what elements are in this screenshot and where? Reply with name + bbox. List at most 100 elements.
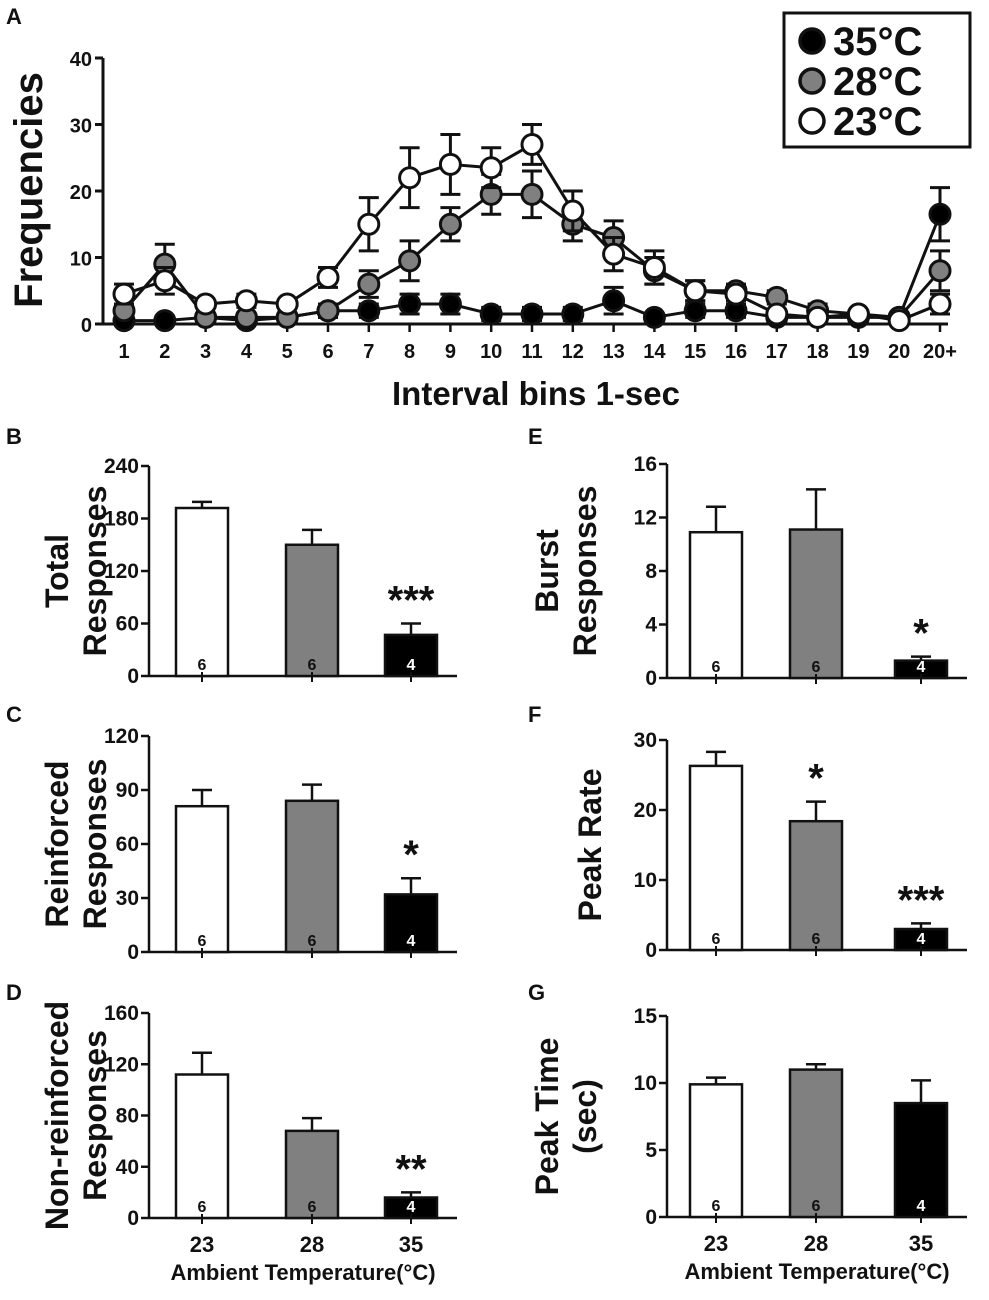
y-tick-label: 5 (645, 1139, 657, 1162)
bar-28 (788, 528, 844, 680)
y-tick-label: 40 (116, 1156, 139, 1179)
x-tick-label-a: 9 (445, 341, 456, 363)
data-point-23 (806, 305, 830, 329)
panel-label-d: D (6, 980, 22, 1005)
data-point-23 (520, 132, 544, 156)
data-point-23 (112, 282, 136, 306)
bar-28 (284, 1129, 340, 1220)
data-point-28 (357, 272, 381, 296)
n-label: 6 (812, 659, 821, 676)
y-tick-label: 0 (127, 665, 139, 688)
legend-label-28: 28°C (833, 60, 922, 104)
n-label: 6 (812, 1198, 821, 1215)
data-point-35 (153, 309, 177, 333)
data-point-23 (683, 279, 707, 303)
n-label: 6 (308, 657, 317, 674)
y-tick-label: 240 (104, 455, 139, 478)
y-tick-label: 160 (104, 1002, 139, 1025)
panel-label-b: B (6, 424, 22, 449)
y-tick-label: 8 (645, 560, 657, 583)
y-axis-label-line: Peak Rate (572, 769, 608, 922)
y-tick-label: 180 (104, 508, 139, 531)
y-tick-label: 10 (634, 869, 657, 892)
data-point-35 (479, 302, 503, 326)
significance-marker: * (913, 612, 929, 656)
data-point-35 (398, 292, 422, 316)
x-tick-label-a: 2 (159, 341, 170, 363)
data-point-23 (765, 302, 789, 326)
y-tick-label: 16 (634, 453, 657, 476)
x-tick-label: 35 (399, 1232, 423, 1257)
data-point-28 (316, 299, 340, 323)
bar-23 (174, 804, 230, 954)
y-tick-label-a: 0 (81, 315, 92, 337)
x-tick-label: 23 (190, 1232, 214, 1257)
data-point-23 (357, 212, 381, 236)
n-label: 6 (198, 1199, 207, 1216)
data-point-23 (479, 156, 503, 180)
series-23 (112, 123, 952, 333)
x-tick-label-a: 4 (241, 341, 253, 363)
panel-b: B 0 60 120 180 240 Total Responses 6 6 4 *** (6, 424, 457, 688)
y-tick-label: 60 (116, 833, 139, 856)
data-point-35 (928, 202, 952, 226)
legend-marker-23 (798, 107, 826, 135)
y-axis-label-line: Peak Time (529, 1038, 565, 1196)
y-tick-label: 30 (634, 729, 657, 752)
data-point-23 (561, 199, 585, 223)
x-tick-label-a: 10 (480, 341, 502, 363)
n-label: 4 (407, 1199, 416, 1216)
data-point-28 (438, 212, 462, 236)
y-tick-label: 90 (116, 779, 139, 802)
x-tick-label-a: 3 (200, 341, 211, 363)
legend: 35°C28°C23°C (782, 11, 972, 149)
data-point-23 (194, 292, 218, 316)
y-tick-label: 60 (116, 613, 139, 636)
n-label: 6 (812, 931, 821, 948)
n-label: 4 (917, 659, 926, 676)
y-tick-label-a: 20 (70, 182, 92, 204)
data-point-23 (724, 282, 748, 306)
y-tick-label: 80 (116, 1105, 139, 1128)
y-axis-label-line: (sec) (567, 1079, 603, 1154)
bar-23 (174, 506, 230, 678)
bar-28 (284, 799, 340, 954)
data-point-23 (234, 289, 258, 313)
y-tick-label: 10 (634, 1072, 657, 1095)
y-tick-label: 0 (127, 1207, 139, 1230)
n-label: 6 (198, 933, 207, 950)
y-axis-label-line: Responses (567, 486, 603, 657)
y-tick-label-a: 10 (70, 249, 92, 271)
x-tick-label: 28 (804, 1231, 828, 1256)
x-tick-label-a: 11 (521, 341, 542, 363)
panel-d: D 0 40 80 120 160 Non-reinforced Responses 6 6 4 **… (6, 980, 457, 1285)
data-point-35 (602, 289, 626, 313)
n-label: 4 (407, 933, 416, 950)
y-axis-label-a: Frequencies (7, 72, 51, 308)
n-label: 6 (712, 1198, 721, 1215)
y-axis-label-line: Responses (77, 759, 113, 930)
x-tick-label-a: 13 (602, 341, 624, 363)
y-tick-label: 12 (634, 507, 657, 530)
y-axis-label-line: Responses (77, 1030, 113, 1201)
bar-23 (688, 530, 744, 680)
x-tick-label-a: 6 (322, 341, 333, 363)
x-tick-label-a: 20+ (923, 341, 957, 363)
legend-marker-28 (798, 67, 826, 95)
n-label: 6 (712, 931, 721, 948)
n-label: 6 (308, 933, 317, 950)
bar-28 (788, 819, 844, 952)
panel-label-c: C (6, 702, 22, 727)
x-axis-label: Ambient Temperature(°C) (170, 1260, 435, 1285)
x-axis-label-a: Interval bins 1-sec (392, 375, 680, 412)
bar-28 (284, 543, 340, 678)
y-axis-label-line: Total (39, 534, 75, 608)
data-point-28 (928, 259, 952, 283)
y-tick-label: 120 (104, 1053, 139, 1076)
x-tick-label-a: 19 (847, 341, 869, 363)
data-point-28 (520, 182, 544, 206)
data-point-28 (398, 249, 422, 273)
n-label: 6 (198, 657, 207, 674)
